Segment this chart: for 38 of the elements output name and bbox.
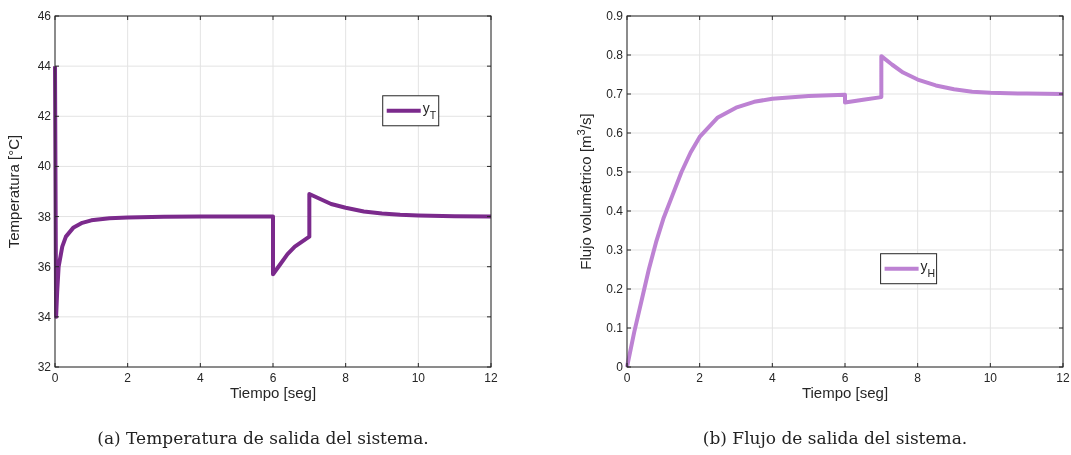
legend-label: y$_{H}$: [920, 257, 936, 279]
x-tick-label: 2: [124, 371, 132, 385]
y-tick-label: 0.4: [606, 204, 624, 218]
text: (a) Temperatura de salida del sistema.: [97, 428, 429, 448]
x-tick-label: 6: [841, 371, 849, 385]
y-tick-label: 40: [37, 159, 52, 174]
y-tick-label: 42: [37, 109, 52, 124]
x-tick-label: 12: [1056, 371, 1070, 385]
legend-label: y$_{T}$: [422, 99, 437, 121]
y-tick-label: 0.5: [606, 165, 624, 179]
x-axis-title: Tiempo [seg]: [801, 384, 889, 401]
y-tick-label: 0.3: [606, 243, 624, 257]
y-tick-label: 0: [616, 360, 624, 374]
y-tick-label: 36: [37, 259, 52, 274]
x-tick-label: 4: [768, 371, 776, 385]
y-tick-label: 34: [37, 309, 52, 324]
x-tick-label: 8: [914, 371, 922, 385]
line-series: [53, 64, 493, 319]
x-tick-label: 4: [196, 371, 204, 385]
x-tick-label: 10: [411, 371, 426, 385]
y-tick-label: 44: [37, 59, 52, 74]
y-tick-label: 0.6: [606, 126, 624, 140]
y-tick-label: 0.8: [606, 48, 624, 62]
y-tick-label: 0.2: [606, 282, 624, 296]
y-tick-label: 46: [37, 9, 52, 23]
x-tick-label: 8: [342, 371, 350, 385]
y-tick-label: 32: [37, 360, 52, 374]
y-axis-title: Temperatura [°C]: [5, 134, 22, 249]
x-tick-label: 10: [983, 371, 998, 385]
text: (b) Flujo de salida del sistema.: [702, 428, 968, 448]
y-tick-label: 0.7: [606, 87, 624, 101]
x-axis-title: Tiempo [seg]: [229, 384, 317, 401]
y-tick-label: 0.1: [606, 321, 624, 335]
y-tick-label: 0.9: [606, 9, 624, 23]
x-tick-label: 2: [696, 371, 704, 385]
y-tick-label: 38: [37, 209, 52, 224]
x-tick-label: 6: [269, 371, 277, 385]
x-tick-label: 12: [484, 371, 498, 385]
